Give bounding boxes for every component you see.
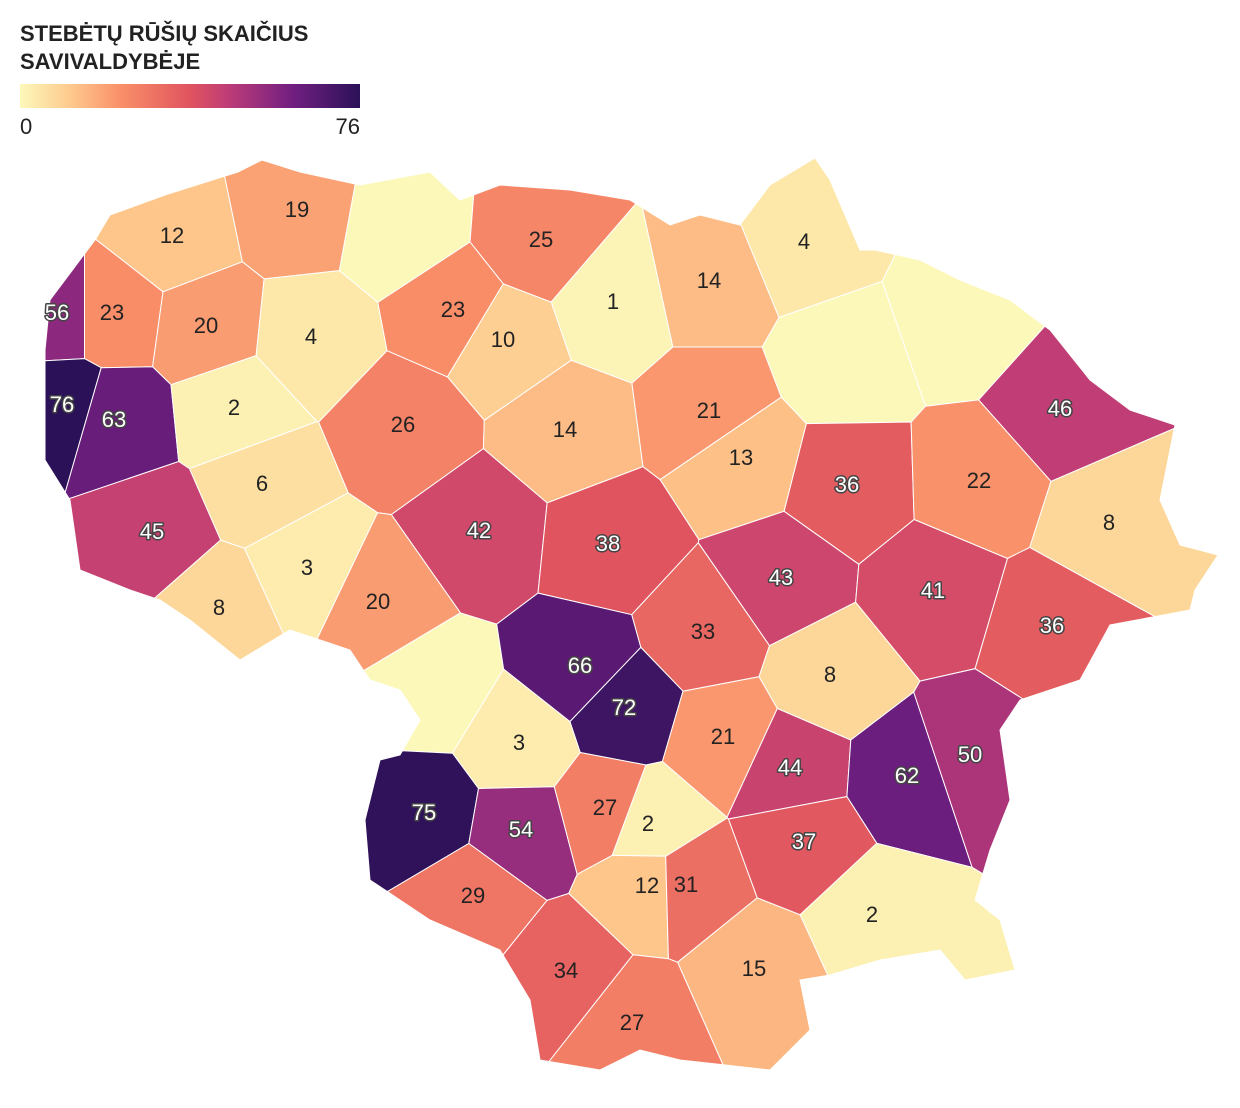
region-label: 19 bbox=[285, 197, 309, 222]
region-label: 13 bbox=[729, 445, 753, 470]
region-label: 43 bbox=[769, 565, 793, 590]
region-label: 4 bbox=[798, 229, 810, 254]
region-label: 10 bbox=[491, 327, 515, 352]
region bbox=[548, 954, 724, 1071]
legend-bar bbox=[20, 84, 360, 108]
region-label: 3 bbox=[301, 555, 313, 580]
region bbox=[153, 539, 302, 673]
region-label: 34 bbox=[554, 958, 578, 983]
region-label: 23 bbox=[441, 297, 465, 322]
region-label: 26 bbox=[391, 412, 415, 437]
region-label: 56 bbox=[45, 300, 69, 325]
region-label: 76 bbox=[50, 392, 74, 417]
region-label: 72 bbox=[612, 695, 636, 720]
region-label: 50 bbox=[958, 742, 982, 767]
region-label: 27 bbox=[593, 795, 617, 820]
legend-max: 76 bbox=[336, 114, 360, 139]
region-label: 38 bbox=[596, 531, 620, 556]
region-label: 21 bbox=[711, 724, 735, 749]
region-label: 2 bbox=[228, 395, 240, 420]
region bbox=[316, 512, 462, 672]
region bbox=[68, 460, 222, 599]
region-label: 46 bbox=[1048, 396, 1072, 421]
region bbox=[799, 842, 1016, 981]
region-label: 54 bbox=[509, 817, 533, 842]
region-label: 45 bbox=[140, 519, 164, 544]
region-label: 75 bbox=[412, 800, 436, 825]
region-label: 20 bbox=[194, 313, 218, 338]
region-label: 33 bbox=[691, 619, 715, 644]
region-label: 14 bbox=[697, 268, 721, 293]
region-label: 12 bbox=[160, 223, 184, 248]
region-label: 31 bbox=[674, 872, 698, 897]
region-label: 8 bbox=[824, 662, 836, 687]
legend-min: 0 bbox=[20, 114, 32, 139]
region-label: 20 bbox=[366, 589, 390, 614]
region-label: 14 bbox=[553, 417, 577, 442]
region bbox=[386, 842, 548, 956]
region-label: 12 bbox=[635, 873, 659, 898]
region-label: 36 bbox=[1040, 613, 1064, 638]
region-label: 36 bbox=[835, 472, 859, 497]
region-label: 41 bbox=[921, 578, 945, 603]
region-label: 8 bbox=[213, 595, 225, 620]
region-label: 37 bbox=[792, 829, 816, 854]
region-label: 4 bbox=[305, 324, 317, 349]
region-label: 66 bbox=[568, 653, 592, 678]
region-label: 2 bbox=[642, 811, 654, 836]
region-label: 62 bbox=[895, 763, 919, 788]
region-label: 15 bbox=[742, 956, 766, 981]
region-label: 1 bbox=[607, 289, 619, 314]
region-label: 6 bbox=[256, 471, 268, 496]
region-label: 3 bbox=[513, 730, 525, 755]
map-title: STEBĖTŲ RŪŠIŲ SKAIČIUS SAVIVALDYBĖJE bbox=[20, 21, 309, 74]
region bbox=[740, 157, 897, 319]
region-label: 25 bbox=[529, 227, 553, 252]
region-label: 21 bbox=[697, 398, 721, 423]
region-label: 44 bbox=[778, 755, 802, 780]
region bbox=[502, 892, 634, 1063]
region-label: 2 bbox=[866, 902, 878, 927]
region-label: 22 bbox=[967, 468, 991, 493]
region-label: 27 bbox=[620, 1010, 644, 1035]
region-label: 42 bbox=[467, 518, 491, 543]
region bbox=[1029, 427, 1219, 618]
region-label: 63 bbox=[102, 407, 126, 432]
region-label: 29 bbox=[461, 883, 485, 908]
region-label: 23 bbox=[100, 300, 124, 325]
region-label: 8 bbox=[1103, 510, 1115, 535]
